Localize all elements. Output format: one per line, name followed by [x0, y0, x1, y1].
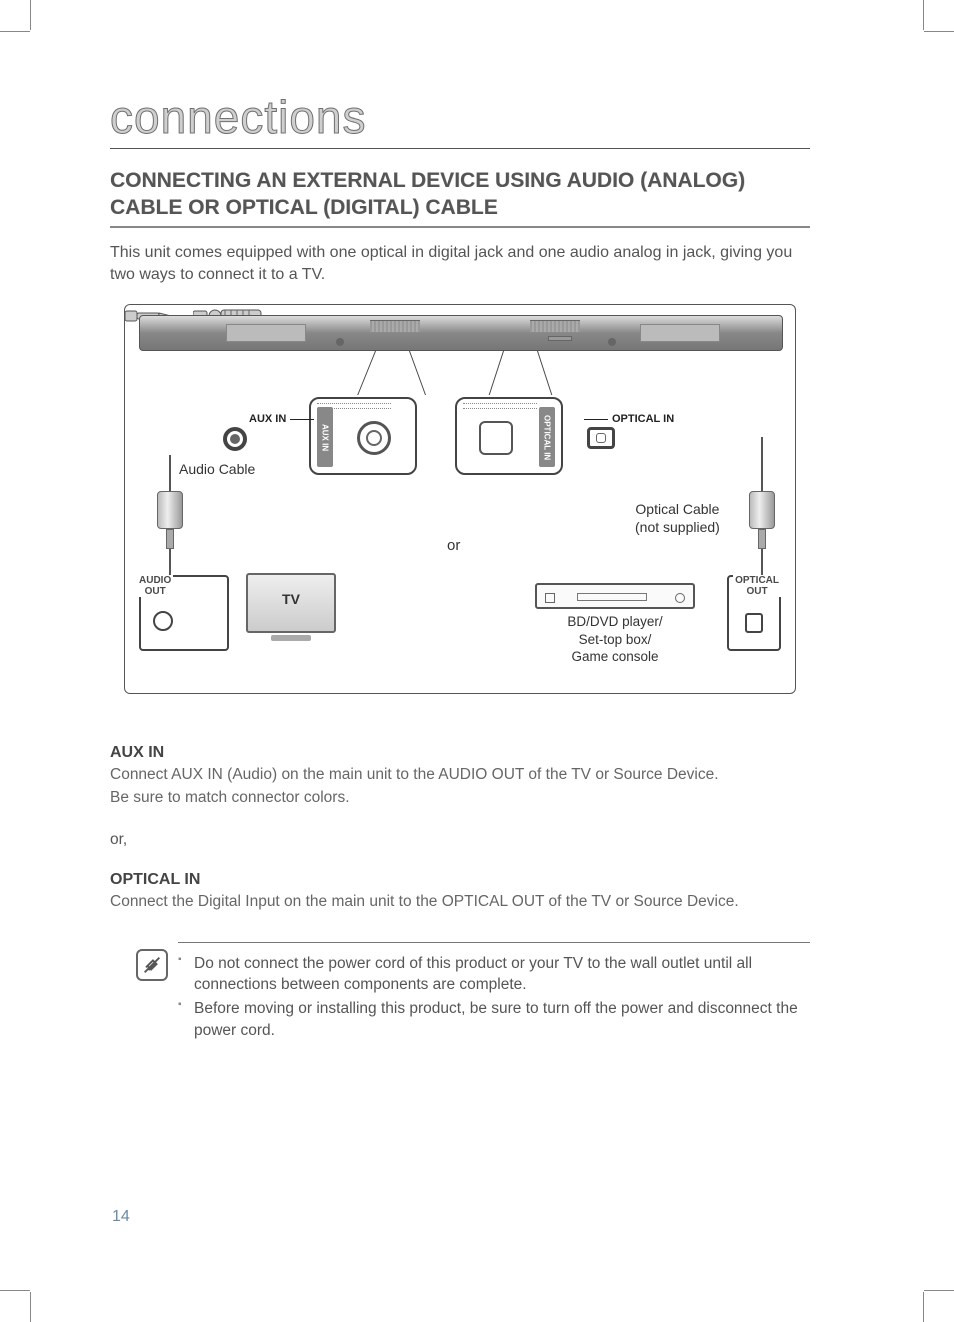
- tv-stand: [271, 635, 311, 641]
- no-plug-icon: [136, 949, 168, 981]
- lead-line: [357, 351, 376, 395]
- crop-mark: [924, 1290, 954, 1291]
- crop-mark: [0, 31, 30, 32]
- aux-in-tag-text: AUX IN: [249, 413, 286, 425]
- bd-caption-l1: BD/DVD player/: [567, 614, 662, 629]
- audio-out-label-l1: AUDIO: [139, 575, 171, 586]
- crop-mark: [923, 0, 924, 30]
- soundbar-grill: [370, 320, 420, 332]
- aux-body-l2: Be sure to match connector colors.: [110, 789, 350, 806]
- aux-in-heading: AUX IN: [110, 744, 810, 762]
- optical-in-tag: OPTICAL IN: [580, 413, 674, 425]
- crop-mark: [30, 1292, 31, 1322]
- lead-line: [409, 351, 426, 395]
- section-heading: CONNECTING AN EXTERNAL DEVICE USING AUDI…: [110, 167, 810, 228]
- optical-out-box: OPTICAL OUT: [727, 575, 781, 651]
- optical-in-body: Connect the Digital Input on the main un…: [110, 891, 810, 913]
- soundbar-graphic: [139, 315, 783, 351]
- warning-note: Do not connect the power cord of this pr…: [178, 942, 810, 1042]
- aux-port-detail: AUX IN: [309, 397, 417, 475]
- soundbar-dot: [608, 338, 616, 346]
- audio-cable-label: Audio Cable: [179, 461, 255, 477]
- audio-out-port-icon: [153, 611, 173, 631]
- aux-in-body: Connect AUX IN (Audio) on the main unit …: [110, 764, 810, 809]
- optical-out-label-l1: OPTICAL: [735, 575, 779, 586]
- intro-paragraph: This unit comes equipped with one optica…: [110, 242, 810, 287]
- optical-in-heading: OPTICAL IN: [110, 871, 810, 889]
- soundbar-grill: [530, 320, 580, 332]
- audio-plug-graphic: [157, 491, 183, 551]
- bd-caption-l3: Game console: [571, 649, 658, 664]
- soundbar-panel: [640, 324, 720, 342]
- optical-jack-icon: [587, 427, 615, 449]
- tv-graphic: TV: [241, 573, 341, 641]
- optical-cable-label: Optical Cable (not supplied): [635, 501, 720, 536]
- optical-port-label: OPTICAL IN: [539, 407, 555, 467]
- warning-list: Do not connect the power cord of this pr…: [178, 953, 810, 1042]
- crop-mark: [923, 1292, 924, 1322]
- or-label: or: [447, 537, 460, 554]
- optical-cable-label-line1: Optical Cable: [635, 501, 719, 517]
- aux-body-l1: Connect AUX IN (Audio) on the main unit …: [110, 766, 719, 783]
- optical-port-detail: OPTICAL IN: [455, 397, 563, 475]
- tv-label: TV: [241, 591, 341, 607]
- lead-line: [489, 351, 504, 395]
- soundbar-dot: [336, 338, 344, 346]
- aux-in-tag: AUX IN: [249, 413, 318, 425]
- optical-out-label-l2: OUT: [747, 586, 768, 597]
- connection-diagram: AUX IN OPTICAL IN AUX IN OPTICAL IN: [124, 304, 796, 694]
- page-content: connections CONNECTING AN EXTERNAL DEVIC…: [110, 90, 810, 1044]
- bd-player-box: [535, 583, 695, 609]
- optical-in-tag-text: OPTICAL IN: [612, 413, 674, 425]
- crop-mark: [30, 0, 31, 30]
- audio-out-label-l2: OUT: [145, 586, 166, 597]
- optical-out-port-icon: [745, 613, 763, 633]
- crop-mark: [924, 31, 954, 32]
- optical-cable-label-line2: (not supplied): [635, 519, 720, 535]
- port-dots: [463, 403, 537, 409]
- bd-caption-l2: Set-top box/: [579, 632, 652, 647]
- optical-out-label: OPTICAL OUT: [733, 575, 781, 597]
- or-separator: or,: [110, 831, 810, 849]
- aux-port-hole-icon: [357, 421, 391, 455]
- warning-item: Do not connect the power cord of this pr…: [178, 953, 810, 996]
- page-title: connections: [110, 90, 810, 149]
- optical-plug-graphic: [749, 491, 775, 551]
- aux-port-label: AUX IN: [317, 407, 333, 467]
- lead-line: [537, 351, 552, 395]
- bd-player-graphic: BD/DVD player/ Set-top box/ Game console: [525, 583, 705, 666]
- bd-player-caption: BD/DVD player/ Set-top box/ Game console: [525, 613, 705, 666]
- aux-jack-icon: [223, 427, 247, 451]
- soundbar-slot: [548, 336, 572, 341]
- audio-out-label: AUDIO OUT: [137, 575, 173, 597]
- optical-port-slot-icon: [479, 421, 513, 455]
- tv-audio-out-box: AUDIO OUT: [139, 575, 229, 651]
- crop-mark: [0, 1290, 30, 1291]
- warning-item: Before moving or installing this product…: [178, 998, 810, 1041]
- soundbar-panel: [226, 324, 306, 342]
- page-number: 14: [112, 1208, 130, 1226]
